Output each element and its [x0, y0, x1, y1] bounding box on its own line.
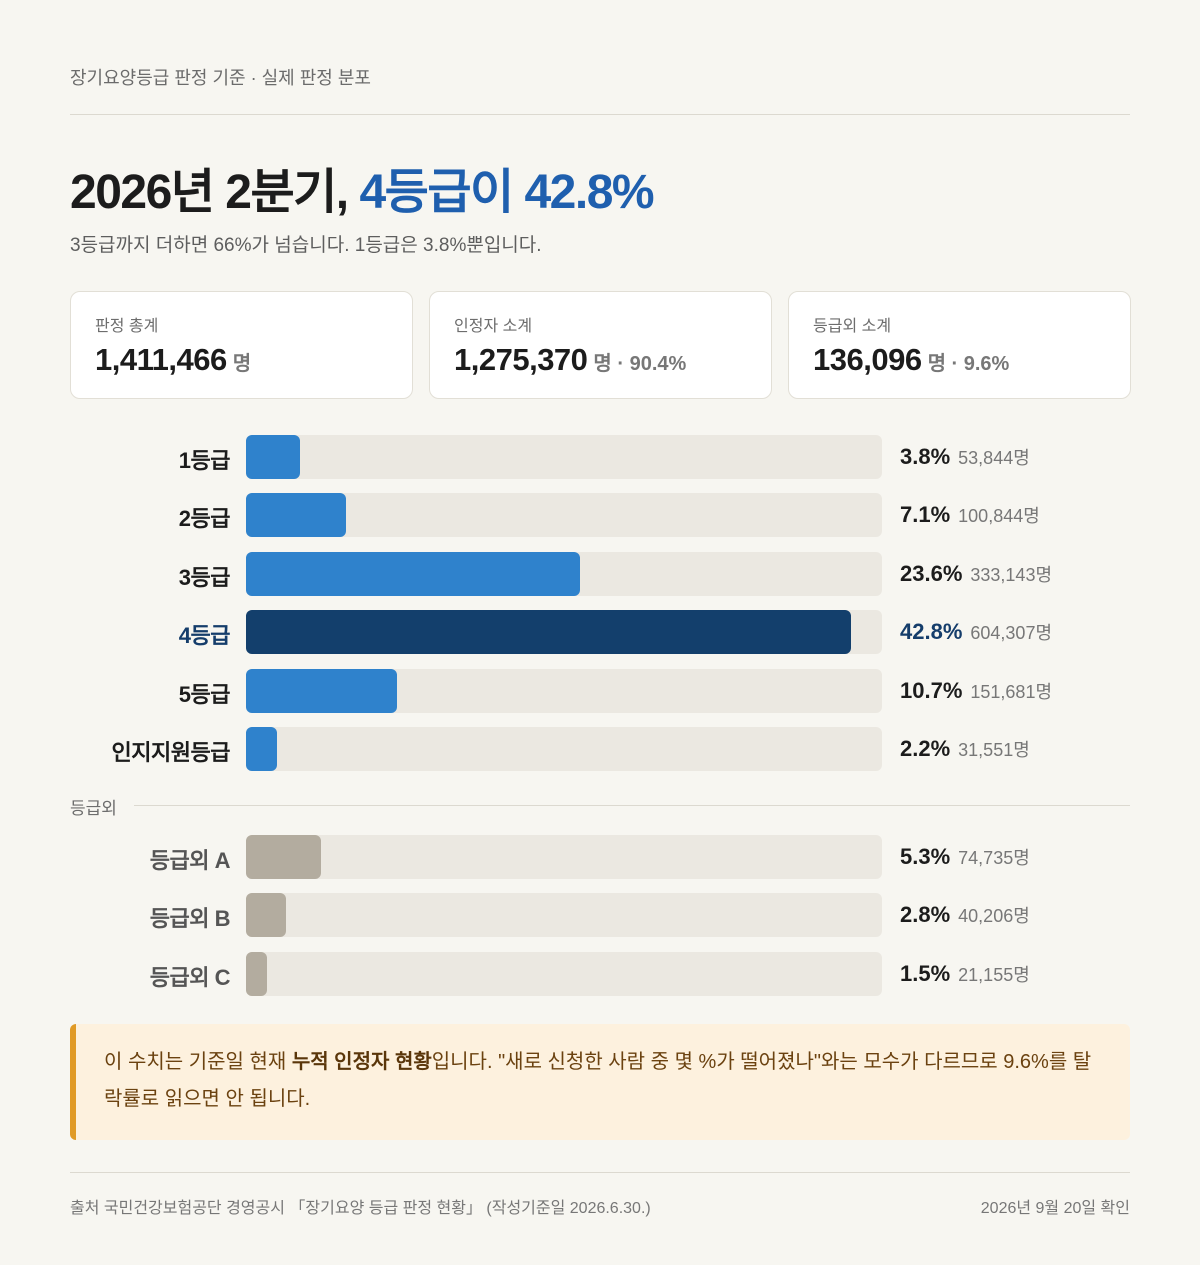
source-note: 출처 국민건강보험공단 경영공시 「장기요양 등급 판정 현황」 (작성기준일 …: [70, 1200, 651, 1217]
bar-track: [246, 727, 882, 771]
bottom-divider: [70, 1172, 1130, 1173]
bar-track: [246, 952, 882, 996]
bar-value-label: 7.1% 100,844명: [900, 502, 1040, 528]
notice-text: 이 수치는 기준일 현재 누적 인정자 현황입니다. "새로 신청한 사람 중 …: [104, 1044, 1104, 1118]
bar-percent: 42.8%: [900, 619, 963, 644]
card-label: 등급외 소계: [813, 318, 892, 335]
bar-label: 등급외 A: [149, 848, 231, 873]
bar: [246, 727, 278, 771]
bar-count: 74,735명: [958, 848, 1030, 868]
bar-track: [246, 435, 882, 479]
bar-label: 4등급: [178, 623, 231, 648]
summary-cards: 판정 총계 1,411,466 명 인정자 소계 1,275,370 명 · 90.…: [70, 291, 1131, 399]
bar-percent: 10.7%: [900, 678, 963, 703]
eyebrow: 장기요양등급 판정 기준 · 실제 판정 분포: [70, 68, 371, 88]
bar-value-label: 5.3% 74,735명: [900, 844, 1030, 870]
bar: [246, 552, 580, 596]
bar-value-label: 10.7% 151,681명: [900, 678, 1052, 704]
card-value: 1,411,466 명: [95, 342, 251, 378]
section-label-outside: 등급외: [70, 799, 117, 818]
title-prefix: 2026년 2분기,: [70, 166, 360, 219]
bar: [246, 435, 300, 479]
notice-text-bold: 누적 인정자 현황: [291, 1051, 432, 1073]
bar-label: 2등급: [178, 506, 231, 531]
card-value: 1,275,370 명 · 90.4%: [454, 342, 686, 378]
bar-count: 31,551명: [958, 740, 1030, 760]
bar-count: 40,206명: [958, 906, 1030, 926]
bar-count: 604,307명: [970, 623, 1053, 643]
card-number: 136,096: [813, 342, 922, 377]
bar: [246, 952, 268, 996]
bar-track: [246, 835, 882, 879]
notice-accent-bar: [70, 1024, 76, 1140]
bar: [246, 493, 347, 537]
checked-date: 2026년 9월 20일 확인: [980, 1200, 1130, 1217]
bar-label: 3등급: [178, 565, 231, 590]
bar-percent: 7.1%: [900, 502, 951, 527]
bar-label: 인지지원등급: [111, 740, 231, 765]
bar-percent: 23.6%: [900, 561, 963, 586]
grade-bar-chart: 1등급 3.8% 53,844명 2등급 7.1% 100,844명 3등급 23.6% 333…: [70, 0, 1130, 1265]
bar-value-label: 3.8% 53,844명: [900, 444, 1030, 470]
card-outside: 등급외 소계 136,096 명 · 9.6%: [788, 291, 1131, 399]
bar: [246, 610, 851, 654]
top-divider: [70, 114, 1130, 115]
bar-value-label: 23.6% 333,143명: [900, 561, 1052, 587]
bar-label: 등급외 C: [149, 965, 231, 990]
bar-count: 100,844명: [958, 506, 1040, 526]
bar: [246, 669, 398, 713]
section-divider: [134, 805, 1130, 806]
card-recognized: 인정자 소계 1,275,370 명 · 90.4%: [429, 291, 772, 399]
bar-track: [246, 893, 882, 937]
page-title: 2026년 2분기, 4등급이 42.8%: [70, 152, 655, 222]
card-unit: 명 · 90.4%: [593, 353, 687, 375]
bar-label: 1등급: [178, 448, 231, 473]
title-highlight: 4등급이 42.8%: [359, 166, 654, 219]
card-total: 판정 총계 1,411,466 명: [70, 291, 413, 399]
bar-percent: 2.2%: [900, 736, 951, 761]
bar-percent: 2.8%: [900, 902, 951, 927]
bar-percent: 5.3%: [900, 844, 951, 869]
card-unit: 명 · 9.6%: [927, 353, 1010, 375]
bar-count: 53,844명: [958, 448, 1030, 468]
card-unit: 명: [232, 353, 252, 375]
card-label: 인정자 소계: [454, 318, 533, 335]
notice-text-pre: 이 수치는 기준일 현재: [104, 1051, 292, 1073]
bar-count: 151,681명: [970, 682, 1053, 702]
bar-count: 21,155명: [958, 965, 1030, 985]
card-value: 136,096 명 · 9.6%: [813, 342, 1009, 378]
bar-label: 5등급: [178, 682, 231, 707]
card-label: 판정 총계: [95, 318, 159, 335]
bar-value-label: 2.8% 40,206명: [900, 902, 1030, 928]
bar-count: 333,143명: [970, 565, 1053, 585]
card-number: 1,275,370: [454, 342, 588, 377]
page-subtitle: 3등급까지 더하면 66%가 넘습니다. 1등급은 3.8%뿐입니다.: [70, 235, 542, 256]
bar-value-label: 1.5% 21,155명: [900, 961, 1030, 987]
bar-value-label: 2.2% 31,551명: [900, 736, 1030, 762]
card-number: 1,411,466: [95, 342, 227, 377]
bar: [246, 893, 286, 937]
bar-percent: 3.8%: [900, 444, 951, 469]
bar-label: 등급외 B: [149, 906, 231, 931]
notice-box: 이 수치는 기준일 현재 누적 인정자 현황입니다. "새로 신청한 사람 중 …: [70, 1024, 1130, 1140]
bar-percent: 1.5%: [900, 961, 951, 986]
bar-value-label: 42.8% 604,307명: [900, 619, 1052, 645]
bar-track: [246, 493, 882, 537]
bar: [246, 835, 321, 879]
notice-text-post: 입니다. "새로 신청한 사람 중 몇 %가 떨어졌나"와는 모수가 다르므로 …: [104, 1051, 1092, 1110]
